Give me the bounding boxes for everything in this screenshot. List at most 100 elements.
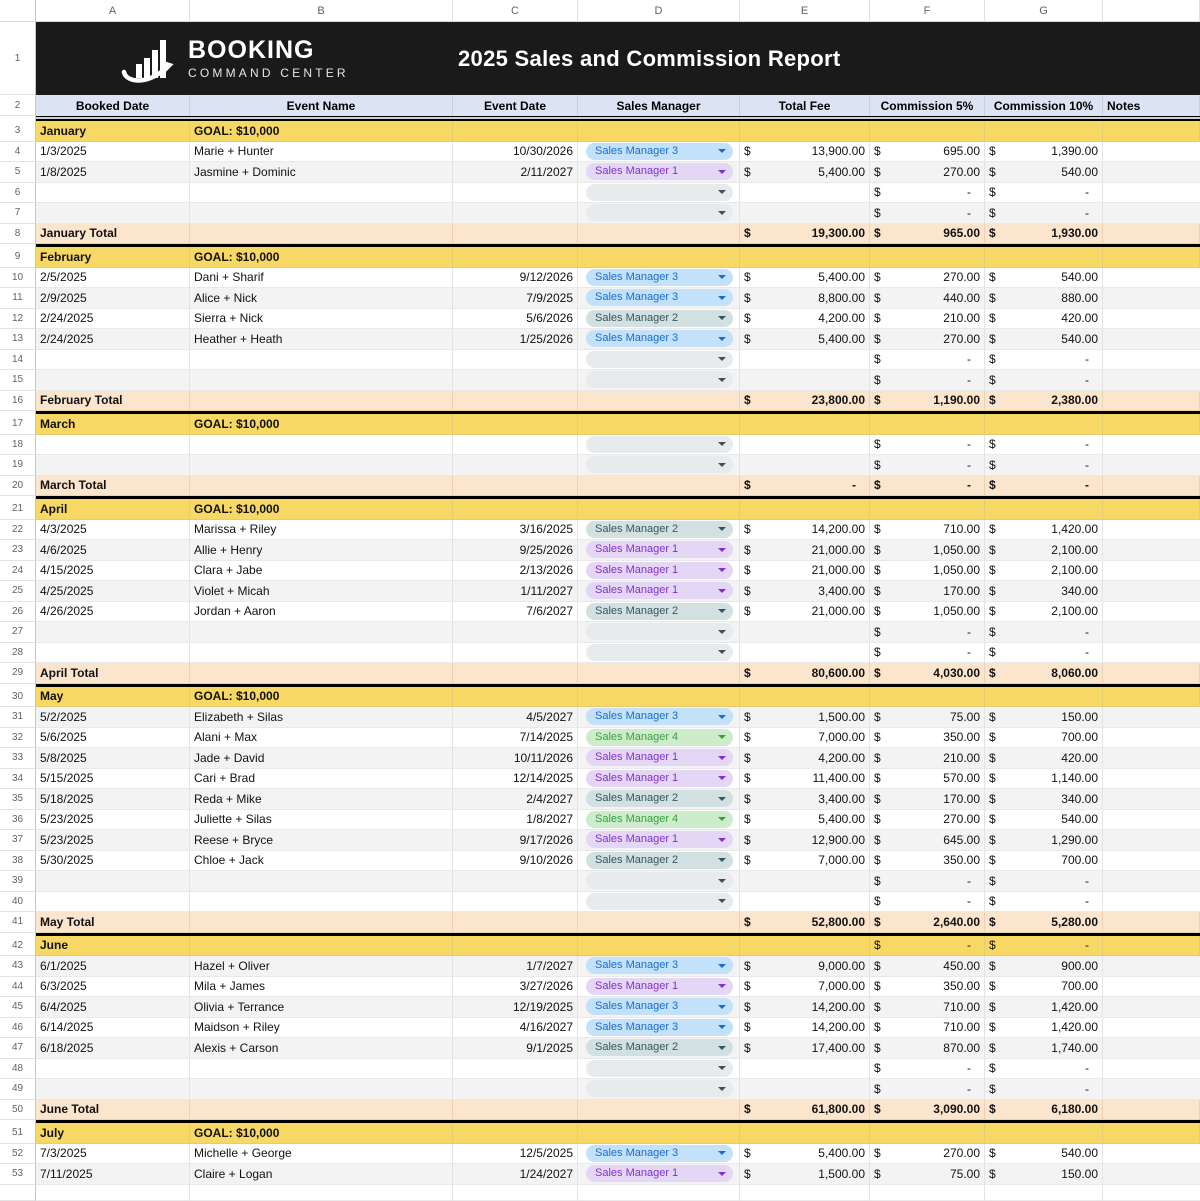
cell-commission-5[interactable]: $4,030.00 [870, 663, 985, 684]
column-letter-e[interactable]: E [740, 0, 870, 22]
row-number[interactable]: 47 [0, 1038, 36, 1059]
cell-sales-manager[interactable] [578, 1123, 740, 1144]
sales-manager-chip[interactable]: Sales Manager 1 [586, 561, 733, 579]
sales-manager-chip[interactable]: Sales Manager 1 [586, 769, 733, 787]
cell-commission-10[interactable]: $ - [985, 642, 1103, 663]
cell-notes[interactable] [1103, 935, 1200, 956]
cell-total-fee[interactable]: $23,800.00 [740, 390, 870, 411]
cell-event-name[interactable]: Heather + Heath [190, 329, 453, 350]
cell-booked-date[interactable]: 5/6/2025 [36, 727, 190, 748]
column-header-commission-10[interactable]: Commission 10% [985, 95, 1103, 116]
banner-cell[interactable]: BOOKING COMMAND CENTER 2025 Sales and Co… [36, 22, 1200, 95]
sales-manager-chip[interactable] [586, 371, 733, 389]
cell-total-fee[interactable]: $14,200.00 [740, 1017, 870, 1038]
month-label[interactable]: July [36, 1123, 190, 1144]
cell-commission-5[interactable]: $ - [870, 871, 985, 892]
row-number[interactable]: 33 [0, 748, 36, 769]
cell-commission-10[interactable] [985, 247, 1103, 268]
cell[interactable] [190, 1184, 453, 1201]
cell-sales-manager[interactable] [578, 121, 740, 142]
column-letter-d[interactable]: D [578, 0, 740, 22]
cell-event-date[interactable]: 10/30/2026 [453, 141, 578, 162]
cell-commission-10[interactable]: $ - [985, 871, 1103, 892]
total-label[interactable]: March Total [36, 475, 190, 496]
cell-commission-10[interactable]: $340.00 [985, 581, 1103, 602]
cell-commission-5[interactable]: $ - [870, 455, 985, 476]
cell-event-date[interactable]: 4/5/2027 [453, 707, 578, 728]
cell-event-date[interactable] [453, 1099, 578, 1120]
cell[interactable] [453, 1184, 578, 1201]
row-number[interactable]: 30 [0, 686, 36, 707]
cell-commission-10[interactable]: $1,140.00 [985, 768, 1103, 789]
cell-notes[interactable] [1103, 288, 1200, 309]
sales-manager-chip[interactable]: Sales Manager 4 [586, 810, 733, 828]
cell-notes[interactable] [1103, 1079, 1200, 1100]
cell-commission-10[interactable]: $1,390.00 [985, 141, 1103, 162]
cell-total-fee[interactable] [740, 622, 870, 643]
row-number[interactable] [0, 1184, 36, 1201]
cell-commission-10[interactable]: $420.00 [985, 748, 1103, 769]
row-number[interactable]: 28 [0, 642, 36, 663]
cell-commission-5[interactable]: $270.00 [870, 162, 985, 183]
row-number[interactable]: 50 [0, 1099, 36, 1120]
cell-commission-10[interactable]: $8,060.00 [985, 663, 1103, 684]
column-header-commission-5[interactable]: Commission 5% [870, 95, 985, 116]
sales-manager-chip[interactable] [586, 892, 733, 910]
sales-manager-chip[interactable]: Sales Manager 3 [586, 1144, 733, 1162]
cell-booked-date[interactable]: 4/25/2025 [36, 581, 190, 602]
sales-manager-chip[interactable] [586, 350, 733, 368]
cell-notes[interactable] [1103, 789, 1200, 810]
cell-event-date[interactable]: 9/25/2026 [453, 540, 578, 561]
cell-booked-date[interactable]: 4/6/2025 [36, 540, 190, 561]
sales-manager-chip[interactable]: Sales Manager 3 [586, 1018, 733, 1036]
chevron-down-icon[interactable] [718, 316, 726, 321]
cell-commission-10[interactable]: $ - [985, 455, 1103, 476]
cell-event-name[interactable]: Hazel + Oliver [190, 956, 453, 977]
chevron-down-icon[interactable] [718, 295, 726, 300]
cell-total-fee[interactable]: $3,400.00 [740, 581, 870, 602]
cell-notes[interactable] [1103, 142, 1200, 162]
row-number[interactable]: 49 [0, 1079, 36, 1100]
cell-total-fee[interactable]: $14,200.00 [740, 997, 870, 1018]
cell-commission-5[interactable]: $ - [870, 891, 985, 912]
cell-sales-manager[interactable]: Sales Manager 4 [578, 809, 740, 830]
cell-booked-date[interactable] [36, 1079, 190, 1100]
cell-event-date[interactable]: 5/6/2026 [453, 308, 578, 329]
chevron-down-icon[interactable] [718, 588, 726, 593]
cell-total-fee[interactable]: $61,800.00 [740, 1099, 870, 1120]
cell-total-fee[interactable]: $14,200.00 [740, 519, 870, 540]
cell-commission-10[interactable]: $ - [985, 1058, 1103, 1079]
cell-notes[interactable] [1103, 643, 1200, 663]
total-label[interactable]: June Total [36, 1099, 190, 1120]
cell-commission-5[interactable]: $645.00 [870, 830, 985, 851]
cell-commission-10[interactable]: $ - [985, 622, 1103, 643]
cell-event-name[interactable] [190, 622, 453, 643]
cell-commission-5[interactable]: $695.00 [870, 141, 985, 162]
cell-commission-10[interactable] [985, 499, 1103, 520]
chevron-down-icon[interactable] [718, 149, 726, 154]
cell-commission-5[interactable] [870, 414, 985, 435]
cell-total-fee[interactable] [740, 370, 870, 391]
chevron-down-icon[interactable] [718, 462, 726, 467]
cell-total-fee[interactable]: $9,000.00 [740, 956, 870, 977]
cell-total-fee[interactable]: $5,400.00 [740, 162, 870, 183]
cell-event-date[interactable]: 1/8/2027 [453, 809, 578, 830]
cell-event-name[interactable] [190, 912, 453, 933]
cell-booked-date[interactable]: 4/26/2025 [36, 601, 190, 622]
cell-commission-10[interactable]: $ - [985, 370, 1103, 391]
cell-notes[interactable] [1103, 268, 1200, 288]
cell-event-date[interactable] [453, 247, 578, 268]
chevron-down-icon[interactable] [718, 1045, 726, 1050]
cell-sales-manager[interactable] [578, 349, 740, 370]
cell-event-name[interactable]: Juliette + Silas [190, 809, 453, 830]
cell-booked-date[interactable] [36, 370, 190, 391]
cell-commission-10[interactable]: $ - [985, 891, 1103, 912]
cell-commission-5[interactable]: $870.00 [870, 1038, 985, 1059]
cell-commission-5[interactable]: $710.00 [870, 519, 985, 540]
cell-commission-10[interactable]: $ - [985, 203, 1103, 224]
row-number[interactable]: 34 [0, 768, 36, 789]
cell-sales-manager[interactable]: Sales Manager 3 [578, 267, 740, 288]
cell-booked-date[interactable]: 6/1/2025 [36, 956, 190, 977]
cell-notes[interactable] [1103, 707, 1200, 728]
chevron-down-icon[interactable] [718, 377, 726, 382]
